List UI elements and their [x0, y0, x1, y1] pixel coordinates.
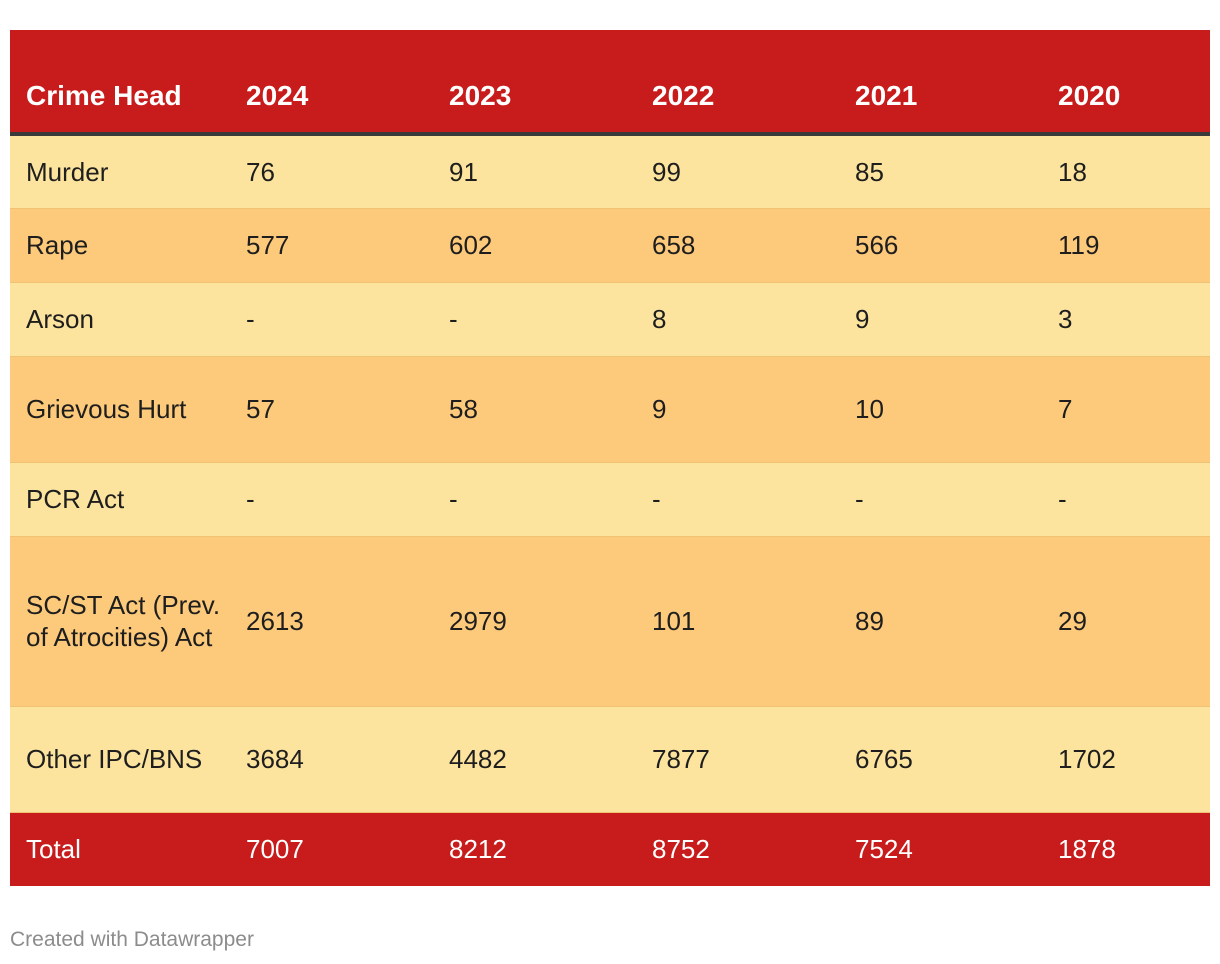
table-header: Crime Head 2024 2023 2022 2021 2020 [10, 30, 1210, 136]
row-label: SC/ST Act (Prev. of Atrocities) Act [10, 536, 230, 707]
table-cell: 577 [230, 208, 433, 283]
table-cell: 10 [839, 356, 1042, 463]
column-header-2022: 2022 [636, 30, 839, 136]
table-cell: 4482 [433, 706, 636, 813]
row-label: Rape [10, 208, 230, 283]
table-row: Other IPC/BNS 3684 4482 7877 6765 1702 [10, 706, 1210, 813]
row-label: Murder [10, 134, 230, 209]
table-row: PCR Act - - - - - [10, 462, 1210, 537]
table-cell: 119 [1042, 208, 1210, 283]
table-cell: 602 [433, 208, 636, 283]
table-cell: 1702 [1042, 706, 1210, 813]
table-cell: - [230, 282, 433, 357]
table-cell: 101 [636, 536, 839, 707]
table-cell: 9 [636, 356, 839, 463]
crime-table: Crime Head 2024 2023 2022 2021 2020 Murd… [10, 30, 1210, 886]
table-cell: 29 [1042, 536, 1210, 707]
total-cell: 1878 [1042, 812, 1210, 886]
header-row: Crime Head 2024 2023 2022 2021 2020 [10, 30, 1210, 136]
table-cell: 2979 [433, 536, 636, 707]
column-header-crime-head: Crime Head [10, 30, 230, 136]
column-header-2023: 2023 [433, 30, 636, 136]
table-cell: 18 [1042, 134, 1210, 209]
table-cell: 658 [636, 208, 839, 283]
crime-table-container: Crime Head 2024 2023 2022 2021 2020 Murd… [10, 30, 1210, 886]
table-cell: 89 [839, 536, 1042, 707]
table-row: Grievous Hurt 57 58 9 10 7 [10, 356, 1210, 463]
table-cell: - [230, 462, 433, 537]
total-label: Total [10, 812, 230, 886]
table-cell: 8 [636, 282, 839, 357]
table-cell: - [1042, 462, 1210, 537]
table-cell: 7877 [636, 706, 839, 813]
row-label: Arson [10, 282, 230, 357]
table-cell: 58 [433, 356, 636, 463]
table-row: Arson - - 8 9 3 [10, 282, 1210, 357]
total-cell: 8752 [636, 812, 839, 886]
table-cell: 91 [433, 134, 636, 209]
table-cell: 3 [1042, 282, 1210, 357]
datawrapper-credit: Created with Datawrapper [10, 928, 254, 951]
table-cell: 99 [636, 134, 839, 209]
table-cell: 57 [230, 356, 433, 463]
total-cell: 7007 [230, 812, 433, 886]
table-cell: 76 [230, 134, 433, 209]
column-header-2021: 2021 [839, 30, 1042, 136]
row-label: Grievous Hurt [10, 356, 230, 463]
table-cell: - [433, 462, 636, 537]
row-label: PCR Act [10, 462, 230, 537]
table-cell: - [636, 462, 839, 537]
table-cell: 85 [839, 134, 1042, 209]
table-cell: 3684 [230, 706, 433, 813]
table-cell: 7 [1042, 356, 1210, 463]
total-cell: 8212 [433, 812, 636, 886]
column-header-2020: 2020 [1042, 30, 1210, 136]
table-cell: - [839, 462, 1042, 537]
table-cell: 9 [839, 282, 1042, 357]
table-body: Murder 76 91 99 85 18 Rape 577 602 658 5… [10, 134, 1210, 886]
table-row: Rape 577 602 658 566 119 [10, 208, 1210, 283]
table-cell: 6765 [839, 706, 1042, 813]
table-row: Murder 76 91 99 85 18 [10, 134, 1210, 209]
column-header-2024: 2024 [230, 30, 433, 136]
row-label: Other IPC/BNS [10, 706, 230, 813]
total-row: Total 7007 8212 8752 7524 1878 [10, 812, 1210, 886]
table-cell: 2613 [230, 536, 433, 707]
table-cell: - [433, 282, 636, 357]
table-row: SC/ST Act (Prev. of Atrocities) Act 2613… [10, 536, 1210, 707]
total-cell: 7524 [839, 812, 1042, 886]
table-cell: 566 [839, 208, 1042, 283]
